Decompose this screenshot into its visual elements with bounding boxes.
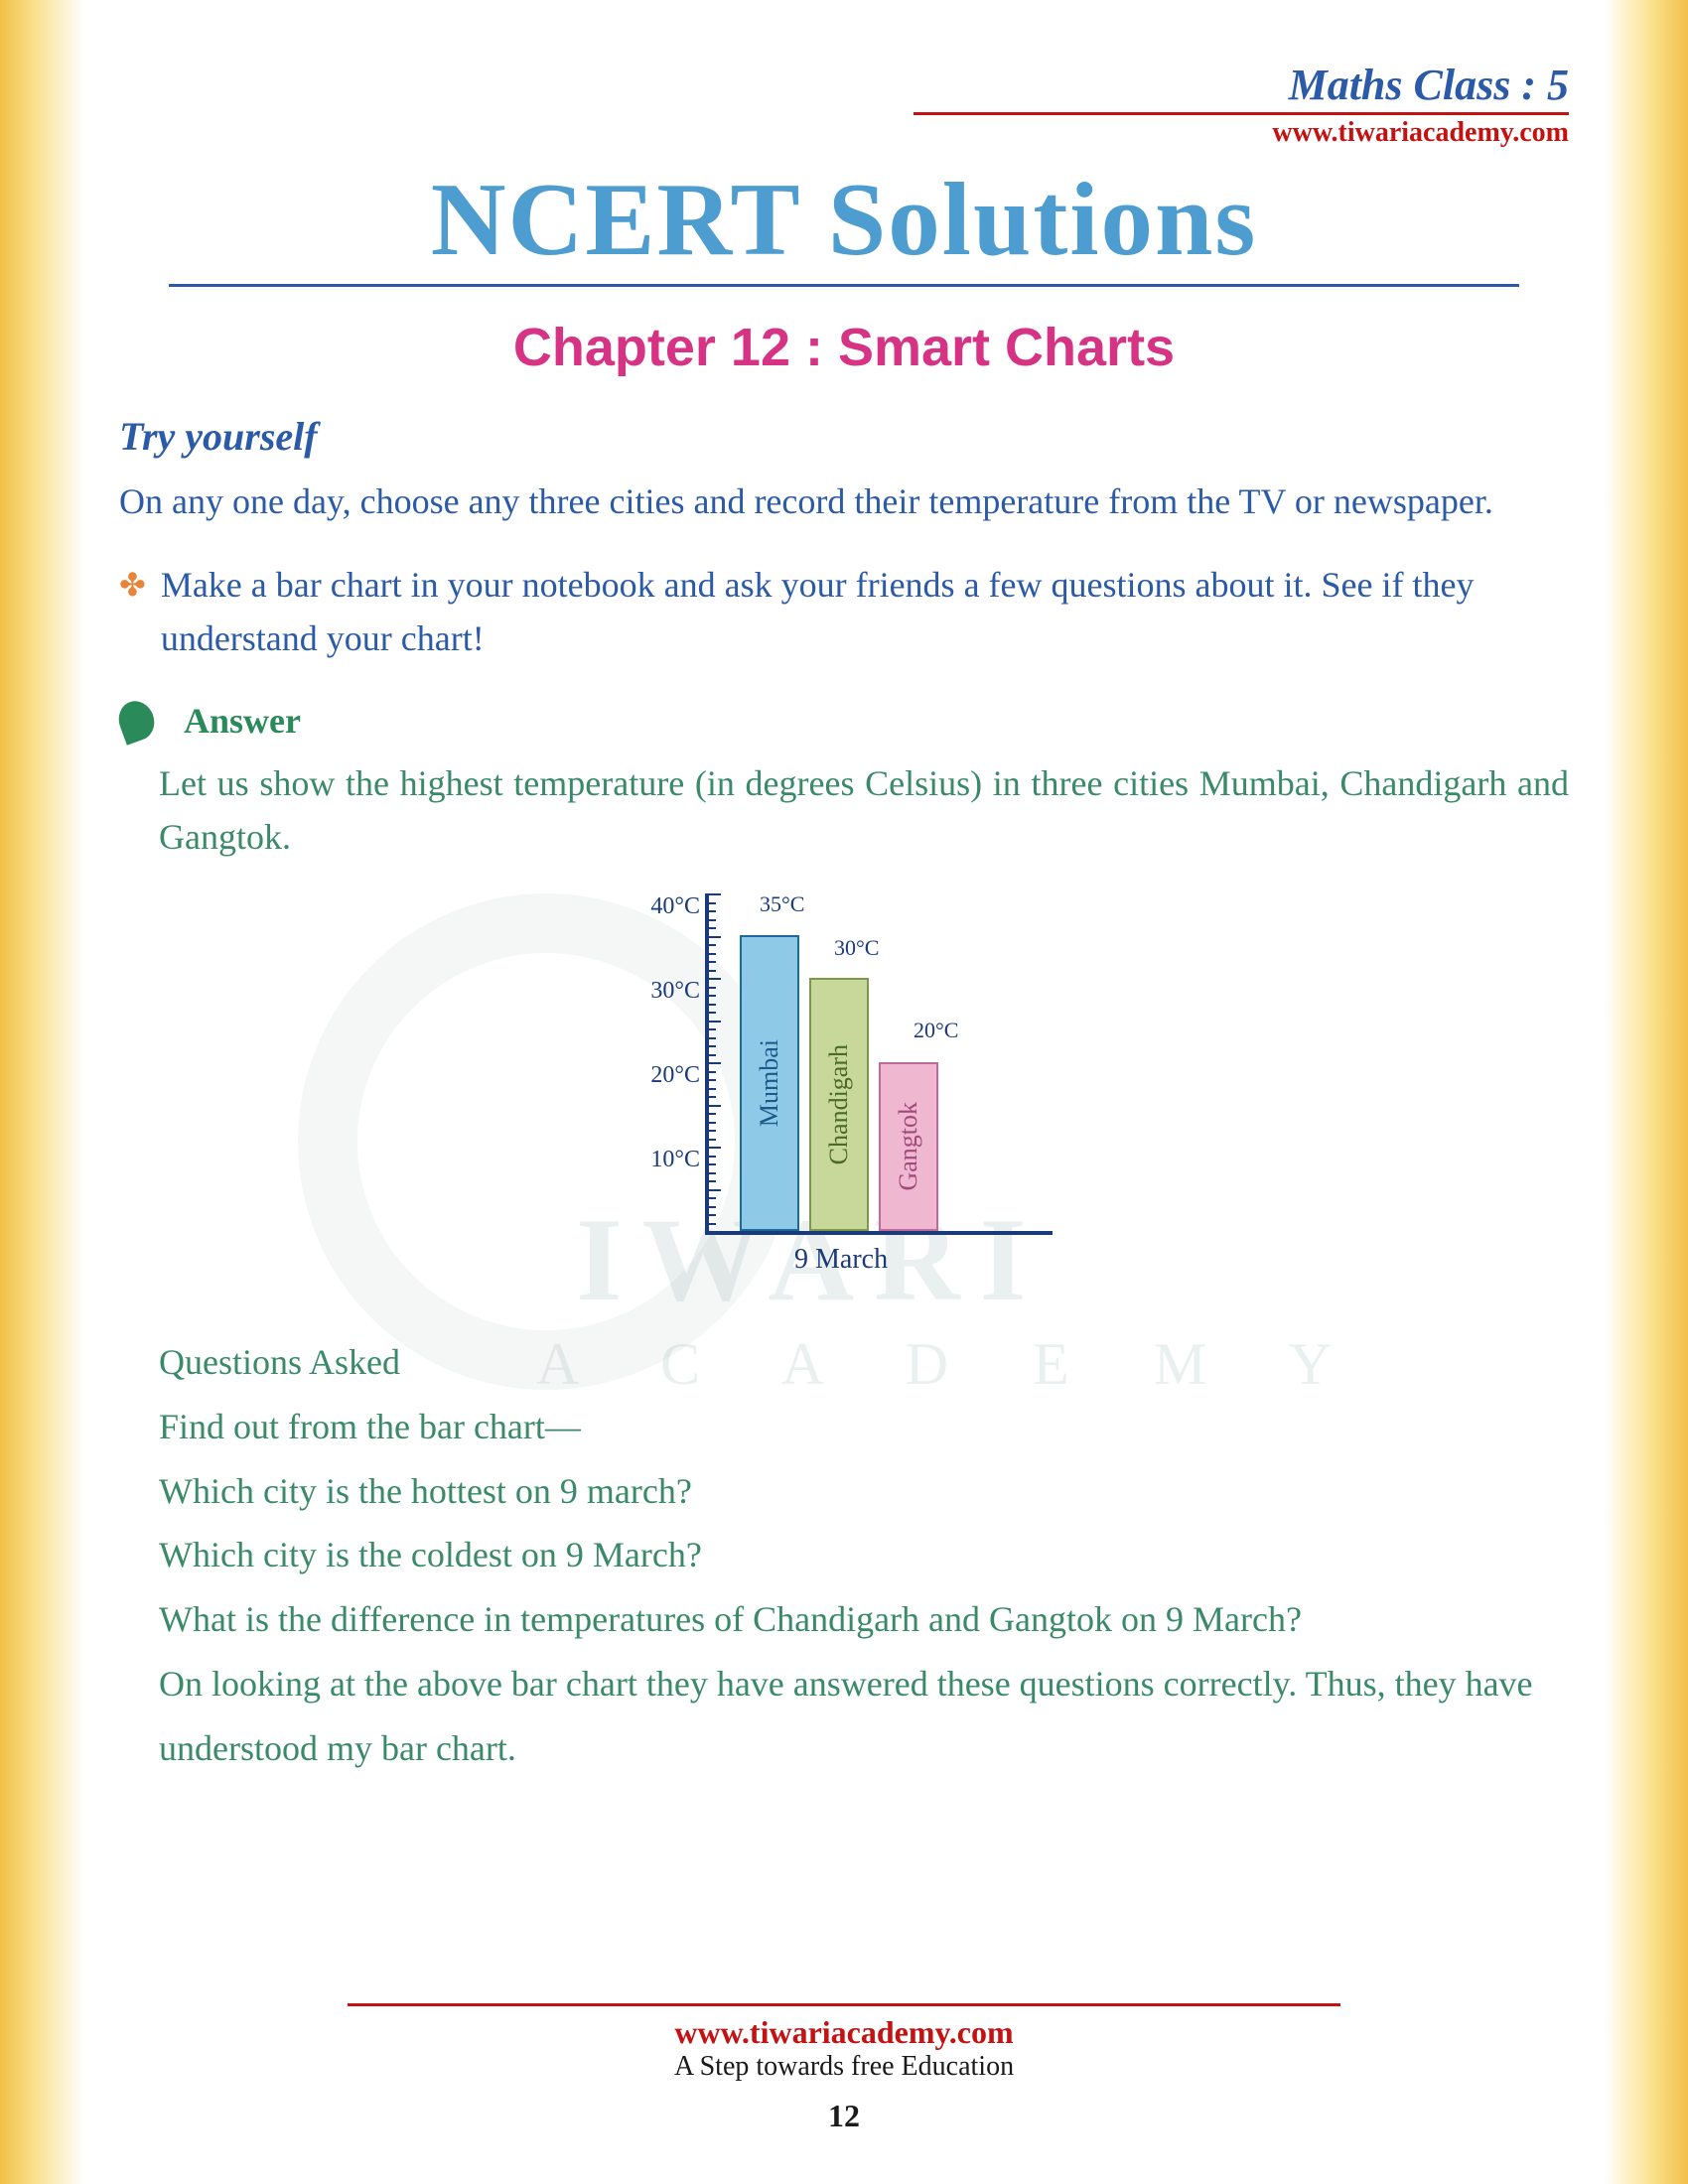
x-axis-label: 9 March	[794, 1244, 888, 1276]
x-axis	[705, 1231, 1053, 1235]
questions-section: Questions Asked Find out from the bar ch…	[159, 1330, 1569, 1781]
bullet-item: ✤ Make a bar chart in your notebook and …	[119, 558, 1569, 665]
bullet-icon: ✤	[119, 566, 146, 604]
bar-label: Gangtok	[894, 1102, 923, 1191]
intro-text: On any one day, choose any three cities …	[119, 475, 1569, 528]
questions-heading: Questions Asked	[159, 1330, 1569, 1395]
chart-container: 10°C 20°C 30°C 40°C Mumbai 35°C Chandigarh 30°…	[119, 893, 1569, 1291]
bar-value-label: 30°C	[834, 935, 879, 961]
bar-value-label: 20°C	[914, 1018, 958, 1043]
questions-intro: Find out from the bar chart—	[159, 1395, 1569, 1459]
website-url-top: www.tiwariacademy.com	[119, 117, 1569, 149]
footer-divider	[348, 2003, 1340, 2006]
question-1: Which city is the hottest on 9 march?	[159, 1459, 1569, 1524]
header-section: Maths Class : 5 www.tiwariacademy.com	[119, 60, 1569, 149]
y-tick-label: 30°C	[650, 978, 700, 1005]
answer-text: Let us show the highest temperature (in …	[159, 756, 1569, 864]
chapter-title: Chapter 12 : Smart Charts	[119, 317, 1569, 378]
bar-label: Mumbai	[755, 1039, 784, 1127]
chart-bar: Mumbai	[740, 935, 799, 1231]
y-tick-label: 40°C	[650, 893, 700, 920]
document-page: IWARI A C A D E M Y Maths Class : 5 www.…	[0, 0, 1688, 2184]
y-tick-label: 10°C	[650, 1147, 700, 1173]
chart-bar: Chandigarh	[809, 978, 869, 1231]
title-underline	[169, 284, 1519, 287]
bar-label: Chandigarh	[824, 1044, 854, 1164]
bullet-text: Make a bar chart in your notebook and as…	[161, 558, 1569, 665]
tick-marks	[709, 893, 721, 1231]
answer-header: Answer	[119, 700, 1569, 742]
page-number: 12	[0, 2098, 1688, 2134]
footer-tagline: A Step towards free Education	[0, 2051, 1688, 2083]
questions-conclusion: On looking at the above bar chart they h…	[159, 1652, 1569, 1781]
main-title: NCERT Solutions	[119, 159, 1569, 279]
class-label: Maths Class : 5	[119, 60, 1569, 110]
bar-value-label: 35°C	[760, 891, 804, 917]
footer: www.tiwariacademy.com A Step towards fre…	[0, 2003, 1688, 2134]
question-3: What is the difference in temperatures o…	[159, 1587, 1569, 1652]
chart-bar: Gangtok	[879, 1062, 938, 1231]
answer-label: Answer	[184, 700, 301, 742]
footer-website: www.tiwariacademy.com	[0, 2014, 1688, 2051]
header-divider	[914, 112, 1569, 115]
section-heading: Try yourself	[119, 413, 1569, 460]
y-tick-label: 20°C	[650, 1062, 700, 1089]
question-2: Which city is the coldest on 9 March?	[159, 1523, 1569, 1587]
bar-chart: 10°C 20°C 30°C 40°C Mumbai 35°C Chandigarh 30°…	[596, 893, 1092, 1291]
feather-icon	[119, 701, 179, 741]
